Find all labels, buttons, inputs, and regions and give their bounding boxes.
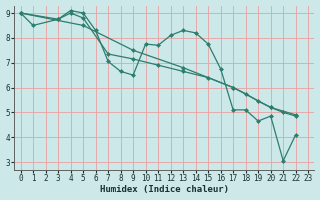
X-axis label: Humidex (Indice chaleur): Humidex (Indice chaleur) bbox=[100, 185, 229, 194]
